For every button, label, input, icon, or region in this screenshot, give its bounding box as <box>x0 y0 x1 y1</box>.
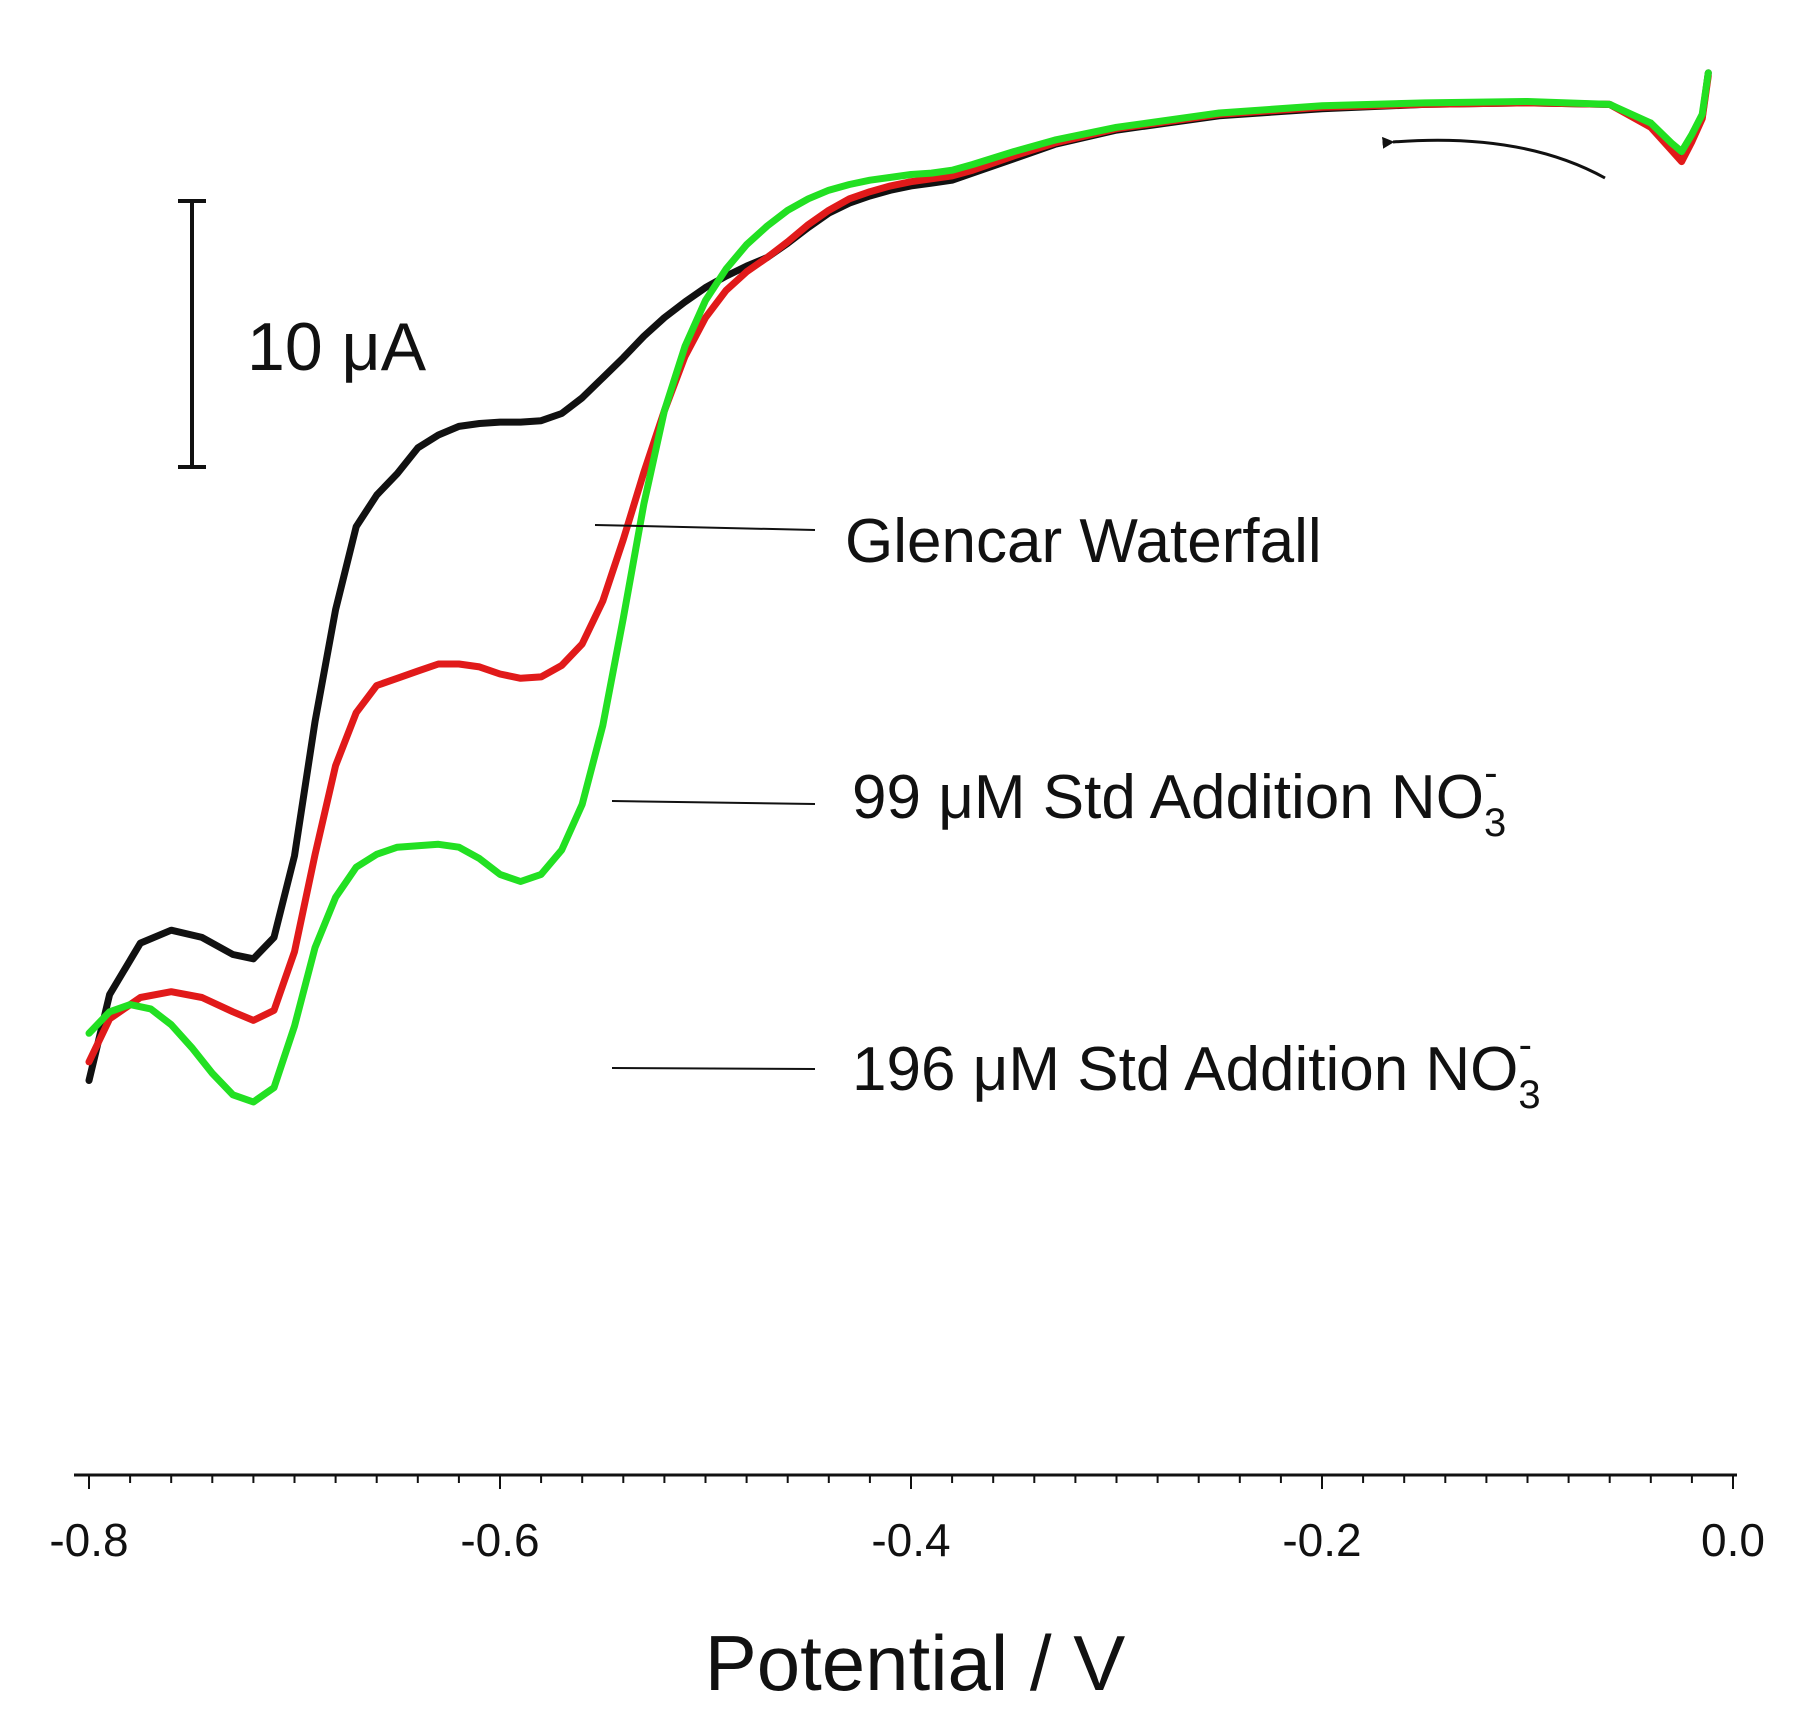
x-tick-label: -0.8 <box>49 1514 128 1566</box>
x-tick-label: -0.6 <box>460 1514 539 1566</box>
series-label-196um-sub: 3 <box>1518 1073 1540 1117</box>
x-tick-label: -0.4 <box>871 1514 950 1566</box>
x-axis-ticks: -0.8 -0.6 -0.4 -0.2 0.0 <box>49 1475 1765 1566</box>
label-leader-glencar <box>594 524 816 531</box>
series-label-glencar: Glencar Waterfall <box>845 507 1322 576</box>
scale-bar-label: 10 μA <box>247 309 427 385</box>
label-leader-99um <box>611 800 816 805</box>
series-label-99um-main: 99 μM Std Addition NO <box>852 763 1484 832</box>
series-layer <box>85 69 1712 1106</box>
series-label-99um: 99 μM Std Addition NO3 - <box>852 751 1506 845</box>
x-axis-title: Potential / V <box>705 1619 1126 1707</box>
x-tick-label: -0.2 <box>1282 1514 1361 1566</box>
series-label-196um-main: 196 μM Std Addition NO <box>852 1035 1518 1104</box>
series-label-196um-sup: - <box>1519 1023 1532 1067</box>
series-label-196um: 196 μM Std Addition NO3 - <box>852 1023 1541 1117</box>
series-line-0 <box>85 69 1712 1084</box>
x-tick-label: 0.0 <box>1701 1514 1765 1566</box>
label-leader-196um <box>611 1067 816 1070</box>
series-line-2 <box>85 69 1712 1106</box>
series-label-99um-sup: - <box>1484 751 1497 795</box>
series-label-99um-sub: 3 <box>1484 801 1506 845</box>
scan-direction-arrow <box>1382 136 1606 180</box>
scale-bar: 10 μA <box>178 199 427 469</box>
